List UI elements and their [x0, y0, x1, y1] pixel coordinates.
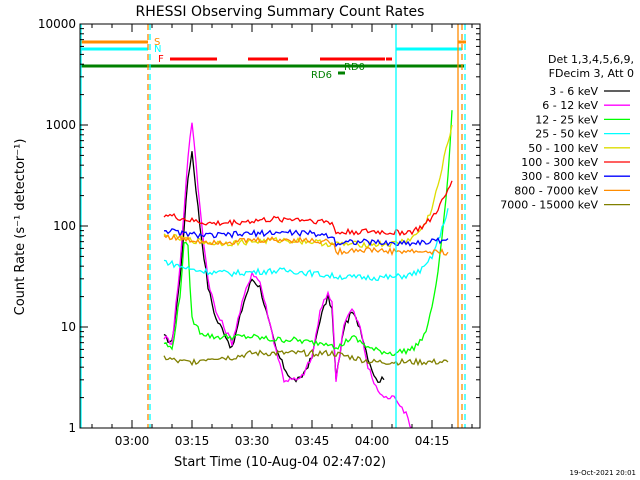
legend-label: 6 - 12 keV [542, 99, 598, 112]
y-tick-label: 1 [68, 421, 76, 435]
legend: Det 1,3,4,5,6,9, FDecim 3, Att 0 3 - 6 k… [500, 53, 634, 212]
series-line-1 [163, 151, 385, 383]
y-tick-label: 100 [53, 219, 76, 233]
series-line-9 [163, 348, 449, 367]
footer-timestamp: 19-Oct-2021 20:01 [570, 469, 636, 477]
series-line-4 [163, 208, 449, 282]
x-tick-label: 03:00 [115, 434, 150, 448]
x-tick-label: 04:15 [415, 434, 450, 448]
series-line-6 [163, 180, 453, 237]
x-axis-label: Start Time (10-Aug-04 02:47:02) [174, 455, 386, 470]
legend-header-line-1: Det 1,3,4,5,6,9, [548, 53, 634, 66]
series-line-2 [163, 122, 413, 429]
legend-label: 300 - 800 keV [521, 170, 598, 183]
series-line-3 [163, 110, 453, 356]
flag-label-n: N [154, 44, 161, 55]
legend-header-line-2: FDecim 3, Att 0 [549, 67, 634, 80]
legend-label: 800 - 7000 keV [514, 184, 598, 197]
legend-label: 3 - 6 keV [549, 85, 598, 98]
y-tick-label: 1000 [45, 118, 76, 132]
legend-label: 100 - 300 keV [521, 156, 598, 169]
legend-label: 50 - 100 keV [528, 142, 598, 155]
legend-label: 25 - 50 keV [535, 128, 598, 141]
flag-label-rd0: RD0 [344, 62, 365, 73]
x-tick-label: 04:00 [355, 434, 390, 448]
series-line-5 [163, 124, 453, 248]
series-line-7 [163, 228, 449, 248]
x-tick-label: 03:15 [175, 434, 210, 448]
legend-label: 7000 - 15000 keV [500, 199, 598, 212]
flag-label-rd6: RD6 [311, 70, 332, 81]
chart-title: RHESSI Observing Summary Count Rates [136, 4, 425, 20]
y-tick-label: 10 [61, 320, 76, 334]
x-tick-label: 03:45 [295, 434, 330, 448]
flag-label-s: S [154, 37, 160, 48]
plot-area: SNF RD0 RD6 [80, 24, 466, 429]
flag-label-f: F [158, 54, 164, 65]
y-axis-label: Count Rate (s⁻¹ detector⁻¹) [13, 139, 28, 316]
series-line-8 [163, 233, 449, 257]
legend-label: 12 - 25 keV [535, 113, 598, 126]
y-tick-label: 10000 [38, 17, 76, 31]
x-tick-label: 03:30 [235, 434, 270, 448]
